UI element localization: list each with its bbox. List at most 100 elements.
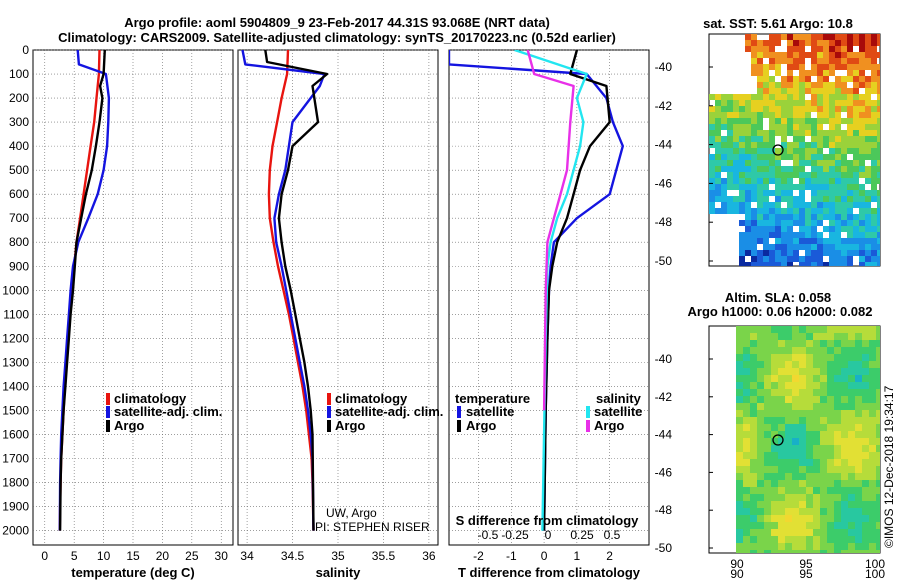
sla-cell bbox=[876, 417, 880, 424]
sla-cell bbox=[792, 487, 799, 494]
sst-cell bbox=[715, 112, 721, 118]
sla-cell bbox=[848, 466, 855, 473]
sst-cell bbox=[841, 148, 847, 154]
sst-cell bbox=[805, 220, 811, 226]
sst-cell bbox=[775, 34, 781, 40]
sst-cell bbox=[835, 124, 841, 130]
sla-cell bbox=[834, 361, 841, 368]
sla-cell bbox=[743, 487, 750, 494]
sst-cell bbox=[727, 178, 733, 184]
sla-cell bbox=[869, 382, 876, 389]
sst-cell bbox=[865, 82, 871, 88]
sst-cell bbox=[823, 214, 829, 220]
sst-cell bbox=[811, 178, 817, 184]
x-tick-label: 15 bbox=[126, 549, 140, 563]
sst-cell bbox=[865, 238, 871, 244]
grid-layer bbox=[33, 49, 649, 545]
sst-cell bbox=[817, 190, 823, 196]
sla-cell bbox=[764, 431, 771, 438]
sla-cell bbox=[792, 347, 799, 354]
sst-cell bbox=[709, 106, 715, 112]
sla-cell bbox=[764, 368, 771, 375]
sst-cell bbox=[733, 184, 739, 190]
sla-cell bbox=[869, 452, 876, 459]
sst-cell bbox=[763, 130, 769, 136]
sst-cell bbox=[805, 142, 811, 148]
sla-cell bbox=[799, 473, 806, 480]
depth-tick-label: 300 bbox=[9, 115, 29, 129]
sst-cell bbox=[781, 190, 787, 196]
depth-tick-label: 1100 bbox=[3, 307, 29, 321]
sst-cell bbox=[877, 130, 880, 136]
sst-cell bbox=[715, 166, 721, 172]
sst-cell bbox=[721, 160, 727, 166]
sst-cell bbox=[787, 76, 793, 82]
sla-cell bbox=[792, 543, 799, 550]
sla-cell bbox=[750, 508, 757, 515]
sla-cell bbox=[736, 410, 743, 417]
sst-cell bbox=[721, 94, 727, 100]
sla-cell bbox=[848, 431, 855, 438]
sst-cell bbox=[835, 76, 841, 82]
sla-cell bbox=[771, 452, 778, 459]
sla-cell bbox=[792, 389, 799, 396]
sla-cell bbox=[806, 494, 813, 501]
sla-cell bbox=[855, 361, 862, 368]
sla-cell bbox=[757, 445, 764, 452]
sst-cell bbox=[709, 154, 715, 160]
sst-cell bbox=[835, 214, 841, 220]
sla-cell bbox=[806, 529, 813, 536]
sla-cell bbox=[820, 375, 827, 382]
sst-cell bbox=[769, 148, 775, 154]
sst-cell bbox=[847, 94, 853, 100]
sst-cell bbox=[751, 58, 757, 64]
sst-cell bbox=[775, 88, 781, 94]
sla-cell bbox=[848, 382, 855, 389]
sst-cell bbox=[853, 190, 859, 196]
sla-cell bbox=[827, 515, 834, 522]
sla-cell bbox=[764, 473, 771, 480]
sst-cell bbox=[787, 238, 793, 244]
sla-cell bbox=[785, 459, 792, 466]
sst-cell bbox=[805, 208, 811, 214]
sla-cell bbox=[820, 354, 827, 361]
sla-cell bbox=[764, 340, 771, 347]
sst-cell bbox=[799, 256, 805, 262]
sst-cell bbox=[841, 76, 847, 82]
depth-tick-label: 600 bbox=[9, 187, 29, 201]
sla-cell bbox=[862, 550, 869, 553]
sla-cell bbox=[813, 480, 820, 487]
sst-cell bbox=[853, 196, 859, 202]
sla-cell bbox=[876, 543, 880, 550]
sla-cell bbox=[743, 480, 750, 487]
sst-cell bbox=[769, 178, 775, 184]
sst-cell bbox=[817, 76, 823, 82]
sla-cell bbox=[834, 529, 841, 536]
sla-cell bbox=[799, 508, 806, 515]
sla-cell bbox=[736, 361, 743, 368]
sla-cell bbox=[855, 389, 862, 396]
sst-cell bbox=[817, 238, 823, 244]
sst-cell bbox=[751, 124, 757, 130]
sla-cell bbox=[848, 340, 855, 347]
sst-cell bbox=[853, 184, 859, 190]
sst-cell bbox=[781, 256, 787, 262]
sst-cell bbox=[769, 172, 775, 178]
sst-cell bbox=[877, 250, 880, 256]
sst-cell bbox=[865, 178, 871, 184]
sla-cell bbox=[869, 473, 876, 480]
sst-cell bbox=[817, 172, 823, 178]
sla-cell bbox=[736, 396, 743, 403]
sst-cell bbox=[775, 178, 781, 184]
sla-cell bbox=[785, 550, 792, 553]
sst-cell bbox=[847, 166, 853, 172]
sst-cell bbox=[763, 70, 769, 76]
sla-cell bbox=[771, 347, 778, 354]
sst-cell bbox=[727, 196, 733, 202]
sla-cell bbox=[848, 396, 855, 403]
sst-cell bbox=[763, 232, 769, 238]
sst-cell bbox=[835, 208, 841, 214]
sla-cell bbox=[855, 403, 862, 410]
sla-cell bbox=[841, 326, 848, 333]
sst-cell bbox=[805, 118, 811, 124]
